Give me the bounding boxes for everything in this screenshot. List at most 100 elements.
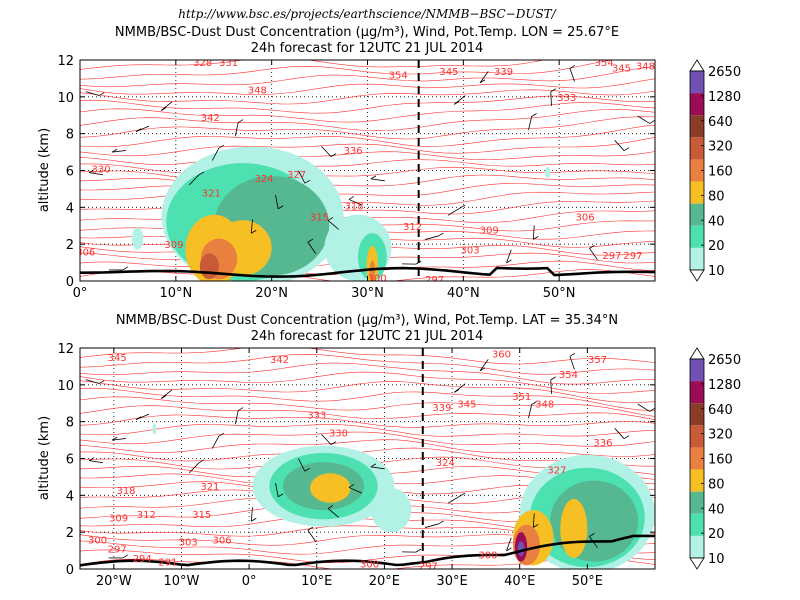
wind-barb: [614, 140, 625, 151]
wind-barb-flag: [479, 367, 486, 372]
isentrope-label: 324: [436, 458, 455, 469]
isentrope-label: 315: [310, 213, 329, 224]
isentrope-label: 309: [164, 240, 183, 251]
colorbar-segment: [690, 181, 704, 204]
wind-barb-flag: [330, 441, 337, 445]
y-tick-label: 2: [66, 238, 74, 253]
isentrope-label: 300: [368, 273, 387, 284]
wind-barb-flag: [135, 416, 142, 420]
isentrope-line: [80, 124, 655, 148]
wind-barb-flag: [198, 171, 205, 176]
colorbar-segment: [690, 93, 704, 116]
wind-barb-flag: [88, 169, 95, 173]
wind-barb-flag: [218, 144, 225, 149]
isentrope-line: [80, 166, 655, 182]
isentrope-label: 327: [287, 170, 306, 181]
wind-barb-flag: [370, 175, 377, 180]
colorbar-label: 640: [708, 403, 733, 418]
isentrope-label: 318: [345, 201, 364, 212]
wind-barb: [234, 410, 239, 425]
isentrope-label: 336: [593, 438, 612, 449]
wind-barb: [112, 438, 127, 441]
wind-barb: [85, 379, 100, 384]
isentrope-label: 339: [432, 403, 451, 414]
wind-barbs: [85, 64, 655, 271]
wind-barb-flag: [348, 196, 355, 200]
isentrope-line: [80, 424, 655, 437]
wind-barb: [321, 146, 332, 157]
wind-barb-flag: [327, 505, 334, 509]
wind-barb-flag: [589, 245, 595, 249]
colorbar-segment: [690, 535, 704, 558]
isentrope-label: 345: [439, 67, 458, 78]
isentrope-label: 297: [602, 251, 621, 262]
panel2-ylabel: altitude (km): [37, 416, 52, 500]
isentrope-label: 297: [425, 275, 444, 286]
wind-barb-flag: [135, 128, 142, 132]
y-tick-label: 4: [66, 201, 74, 216]
isentrope-label: 342: [201, 113, 220, 124]
wind-barb-flag: [454, 101, 460, 105]
wind-barb-flag: [438, 232, 444, 237]
colorbar-segment: [690, 403, 704, 426]
colorbar-label: 10: [708, 552, 725, 567]
isentrope-line: [80, 137, 655, 157]
isentrope-label: 300: [478, 550, 497, 561]
wind-barb: [637, 403, 650, 412]
wind-barb: [532, 225, 535, 240]
y-tick-label: 12: [57, 342, 74, 357]
wind-barb: [85, 91, 100, 96]
colorbar-segment: [690, 425, 704, 448]
wind-barb: [211, 436, 220, 449]
isentrope-label: 297: [623, 251, 642, 262]
wind-barb: [348, 199, 362, 206]
isentrope-label: 297: [108, 545, 127, 556]
isentrope-line: [80, 353, 655, 375]
x-tick-label: 10°N: [159, 286, 192, 301]
wind-barb-flag: [649, 408, 655, 412]
isentrope-label: 354: [389, 71, 408, 82]
wind-barb-flag: [122, 266, 128, 271]
panel1-title-line2: 24h forecast for 12UTC 21 JUL 2014: [251, 41, 484, 56]
panel1-axes: 0° 10°N 20°N 30°N 40°N 50°N 0 2 4 6 8 10 12: [57, 54, 655, 301]
wind-barb-flag: [348, 484, 355, 488]
isentrope-line: [80, 159, 655, 174]
isentrope-line: [80, 439, 655, 457]
y-tick-label: 10: [57, 91, 74, 106]
terrain-line: [80, 266, 655, 278]
isentrope-label: 345: [108, 353, 127, 364]
isentrope-label: 327: [547, 466, 566, 477]
isentrope-label: 330: [92, 165, 111, 176]
colorbar-label: 80: [708, 189, 725, 204]
isentrope-label: 342: [270, 355, 289, 366]
wind-barb-flag: [649, 120, 655, 124]
isentrope-line: [80, 95, 655, 114]
wind-barb-flag: [569, 64, 576, 69]
wind-barb: [188, 462, 200, 474]
x-tick-label: 20°N: [255, 286, 288, 301]
isentrope-label: 300: [88, 536, 107, 547]
isentrope-line: [80, 396, 655, 417]
isentrope-label: 348: [248, 85, 267, 96]
panel2-title-line2: 24h forecast for 12UTC 21 JUL 2014: [251, 329, 484, 344]
isentrope-line: [80, 387, 655, 412]
wind-barb: [188, 174, 200, 186]
wind-barb: [550, 91, 552, 106]
wind-barb: [250, 507, 253, 522]
wind-barb-flag: [531, 113, 537, 117]
colorbar-label: 20: [708, 239, 725, 254]
wind-barb-flag: [330, 153, 337, 157]
isentrope-label: 331: [219, 58, 238, 69]
isentrope-label: 306: [575, 213, 594, 224]
wind-barb-flag: [237, 119, 244, 123]
isentrope-line: [80, 362, 655, 385]
wind-barb: [307, 529, 317, 542]
colorbar-label: 1280: [708, 90, 741, 105]
wind-barb-flag: [277, 205, 284, 210]
isentrope-label: 312: [403, 222, 422, 233]
isentrope-line: [80, 60, 614, 80]
dust-blob: [369, 260, 376, 281]
wind-barb: [447, 495, 461, 504]
isentrope-label: 336: [344, 146, 363, 157]
